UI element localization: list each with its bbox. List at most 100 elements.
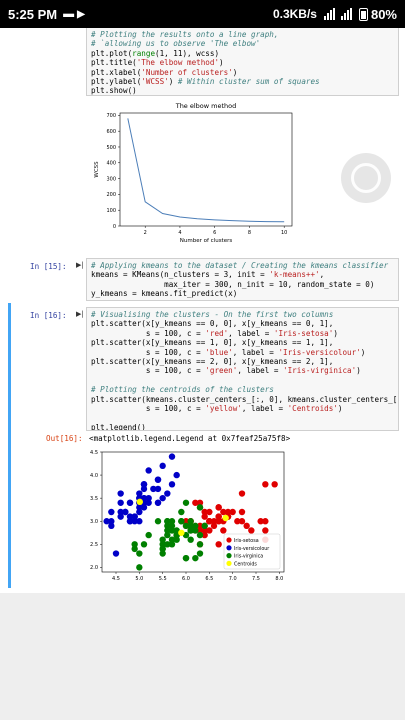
code-token: 'WCSS' — [141, 77, 169, 87]
data-point-iris-versicolour — [136, 508, 143, 516]
data-point-iris-setosa — [224, 508, 232, 516]
wcss-line — [127, 118, 285, 223]
data-point-iris-virginica — [178, 508, 185, 516]
legend-label: Iris-setosa — [234, 538, 259, 544]
data-point-iris-setosa — [257, 518, 264, 525]
code-token: (1, 11), wcss) — [155, 48, 220, 58]
data-point-iris-versicolour — [126, 513, 134, 520]
x-axis-label: Number of clusters — [180, 238, 233, 244]
data-point-iris-virginica — [187, 536, 194, 543]
data-point-iris-versicolour — [140, 481, 148, 488]
code-token: plt.ylabel( — [91, 77, 142, 87]
data-point-iris-versicolour — [173, 471, 180, 479]
code-token: plt.scatter(x[y_kmeans == 1, 0], x[y_kme… — [91, 338, 334, 348]
data-point-iris-virginica — [196, 550, 204, 557]
code-token: , label = — [232, 347, 279, 357]
data-point-centroids — [178, 529, 185, 536]
battery-icon — [358, 7, 368, 21]
y-axis-label: WCSS — [94, 161, 100, 178]
data-point-iris-virginica — [164, 541, 171, 548]
x-tick-label: 7.5 — [252, 576, 260, 582]
code-token: ) — [337, 404, 343, 414]
data-point-iris-setosa — [271, 481, 278, 488]
data-point-iris-versicolour — [108, 522, 115, 530]
data-point-iris-versicolour — [140, 485, 148, 493]
code-token: 'blue' — [205, 347, 233, 357]
battery-level: 80% — [370, 6, 397, 22]
code-token: # `allowing us to observe 'The elbow' — [91, 39, 261, 49]
data-point-iris-versicolour — [126, 518, 134, 525]
data-point-iris-virginica — [192, 554, 199, 562]
code-cell-kmeans[interactable]: # Applying kmeans to the dataset / Creat… — [86, 258, 399, 301]
data-point-iris-virginica — [192, 522, 199, 530]
data-point-iris-versicolour — [154, 499, 162, 506]
code-line: s = 100, c = 'green', label = 'Iris-virg… — [91, 366, 394, 375]
run-cell-15-button[interactable]: ▶| — [76, 261, 84, 269]
y-tick-label: 500 — [106, 145, 116, 151]
data-point-iris-virginica — [187, 522, 194, 530]
data-point-iris-versicolour — [154, 485, 162, 493]
notification-icon: ▬ — [63, 8, 75, 20]
code-token: , label = — [237, 366, 284, 376]
data-point-iris-versicolour — [103, 518, 110, 525]
data-point-iris-versicolour — [145, 467, 152, 474]
y-tick-label: 600 — [106, 129, 116, 135]
data-point-iris-versicolour — [159, 462, 166, 470]
code-token: kmeans = KMeans(n_clusters = 3, init = — [91, 270, 270, 280]
code-line: # Visualising the clusters - On the firs… — [91, 310, 394, 319]
x-tick-label: 6.0 — [182, 576, 190, 582]
data-point-iris-virginica — [168, 518, 176, 525]
floating-action-button[interactable] — [341, 153, 391, 203]
code-line — [91, 376, 394, 385]
data-point-iris-setosa — [206, 508, 213, 516]
code-line: plt.scatter(kmeans.cluster_centers_[:, 0… — [91, 395, 398, 404]
data-point-iris-versicolour — [108, 518, 115, 525]
code-cell-scatter[interactable]: # Visualising the clusters - On the firs… — [86, 307, 399, 431]
legend-marker — [226, 560, 232, 566]
legend-marker — [226, 553, 232, 559]
data-point-iris-versicolour — [131, 513, 138, 520]
code-token: s = 100, c = — [91, 404, 206, 414]
data-point-iris-setosa — [238, 518, 246, 525]
code-token: # Applying kmeans to the dataset / Creat… — [91, 261, 389, 270]
data-point-iris-versicolour — [122, 508, 129, 516]
data-point-iris-setosa — [210, 518, 218, 525]
data-point-iris-versicolour — [136, 504, 143, 511]
code-line: plt.show() — [91, 86, 394, 95]
data-point-iris-setosa — [262, 481, 269, 488]
data-point-iris-setosa — [201, 508, 208, 516]
data-point-iris-setosa — [220, 527, 227, 534]
legend-marker — [226, 537, 232, 543]
data-point-iris-versicolour — [117, 513, 124, 520]
code-token: ) — [168, 77, 178, 87]
code-token: , label = — [228, 328, 274, 338]
legend-label: Centroids — [234, 561, 257, 567]
code-line: plt.legend() — [91, 423, 394, 430]
data-point-iris-virginica — [187, 518, 194, 525]
code-token: 'Iris-versicolour' — [278, 347, 361, 357]
data-point-iris-setosa — [192, 499, 199, 506]
data-point-iris-versicolour — [164, 490, 171, 497]
data-point-iris-virginica — [182, 499, 190, 506]
run-cell-16-button[interactable]: ▶| — [76, 310, 84, 318]
code-token: plt.scatter(kmeans.cluster_centers_[:, 0… — [91, 394, 399, 404]
out-16-prompt: Out[16]: — [46, 434, 83, 443]
code-cell-elbow[interactable]: # Plotting the results onto a line graph… — [86, 28, 399, 96]
x-tick-label: 5.0 — [135, 576, 143, 582]
data-point-centroids — [136, 498, 143, 506]
data-point-iris-virginica — [154, 518, 162, 525]
x-tick-label: 8.0 — [275, 576, 283, 582]
data-point-iris-versicolour — [126, 499, 134, 506]
code-line: s = 100, c = 'blue', label = 'Iris-versi… — [91, 348, 394, 357]
code-line: # Plotting the centroids of the clusters — [91, 385, 394, 394]
data-point-iris-versicolour — [136, 518, 143, 525]
code-line: s = 100, c = 'red', label = 'Iris-setosa… — [91, 329, 394, 338]
code-token: y_kmeans = kmeans.fit_predict(x) — [91, 289, 238, 299]
code-line: y_kmeans = kmeans.fit_predict(x) — [91, 289, 394, 298]
legend-marker — [226, 545, 232, 551]
data-point-centroids — [222, 514, 229, 522]
selected-cell-indicator — [8, 303, 11, 588]
code-token: ) — [356, 366, 361, 376]
data-point-iris-versicolour — [168, 453, 176, 460]
